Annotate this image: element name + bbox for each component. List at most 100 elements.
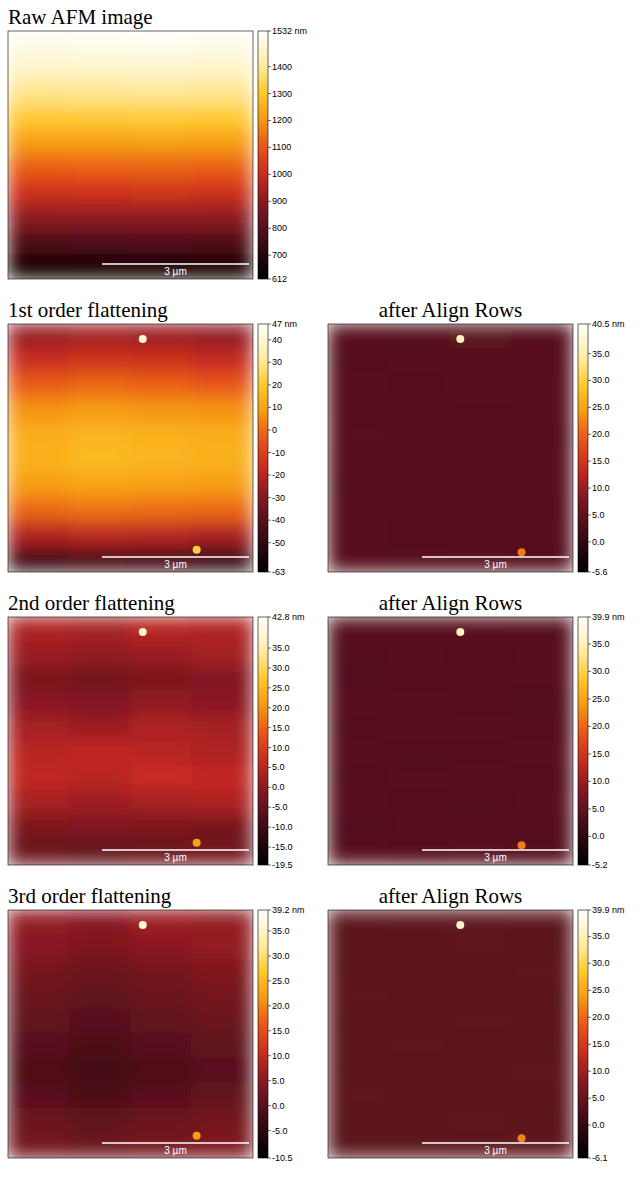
height-cell <box>69 984 131 1010</box>
height-cell <box>8 1083 70 1109</box>
height-cell <box>130 641 192 667</box>
color-bar-label: 15.0 <box>272 1026 290 1036</box>
particle <box>193 839 201 847</box>
color-bar-label: 30.0 <box>272 663 290 673</box>
height-cell <box>69 790 131 816</box>
color-bar-label: 35.0 <box>592 639 610 649</box>
height-cell <box>130 547 192 572</box>
color-bar-tick <box>588 753 591 754</box>
height-cell <box>328 472 390 498</box>
height-cell <box>511 448 573 474</box>
color-bar-label: 35.0 <box>592 931 610 941</box>
height-cell <box>130 179 192 205</box>
color-bar-tick <box>588 671 591 672</box>
height-cell <box>130 324 192 349</box>
height-cell <box>69 229 131 255</box>
color-bar-label: 5.0 <box>592 804 605 814</box>
color-bar-label: 39.9 nm <box>592 905 625 915</box>
height-cell <box>8 716 70 742</box>
color-bar-label: 1100 <box>272 142 291 152</box>
color-bar-label: 5.0 <box>592 510 605 520</box>
height-cell <box>511 666 573 692</box>
color-bar-label: 0.0 <box>592 1120 605 1130</box>
height-cell <box>450 641 512 667</box>
image-frame <box>328 910 573 1158</box>
height-cell <box>191 324 253 349</box>
height-cell <box>8 373 70 399</box>
color-bar-tick <box>588 781 591 782</box>
panel: after Align Rows3 µm39.9 nm35.030.025.02… <box>328 591 625 870</box>
height-cell <box>191 934 253 960</box>
height-cell <box>69 448 131 474</box>
height-cell <box>130 497 192 523</box>
height-cell <box>8 497 70 523</box>
height-cell <box>130 522 192 548</box>
height-cell <box>130 472 192 498</box>
height-cell <box>328 373 390 399</box>
height-cell <box>511 959 573 985</box>
height-cell <box>328 1133 390 1158</box>
image-frame <box>8 324 253 572</box>
height-cell <box>130 934 192 960</box>
scale-bar-label: 3 µm <box>164 559 186 570</box>
color-bar-label: -20 <box>272 470 285 480</box>
color-bar-label: 30.0 <box>592 666 610 676</box>
color-bar-tick <box>268 827 271 828</box>
color-bar-label: 20.0 <box>272 1001 290 1011</box>
color-bar-tick <box>268 910 271 911</box>
color-bar-tick <box>268 1105 271 1106</box>
color-bar-label: 35.0 <box>272 926 290 936</box>
height-cell <box>450 691 512 717</box>
color-bar-tick <box>268 384 271 385</box>
color-bar-label: -30 <box>272 493 285 503</box>
height-cell <box>8 1108 70 1134</box>
particle <box>193 546 201 554</box>
color-bar-tick <box>588 836 591 837</box>
height-cell <box>69 204 131 230</box>
height-cell <box>450 765 512 791</box>
height-cell <box>328 448 390 474</box>
height-cell <box>511 934 573 960</box>
height-cell <box>191 1058 253 1084</box>
image-frame <box>8 31 253 279</box>
color-bar-label: -50 <box>272 538 285 548</box>
height-cell <box>389 324 451 349</box>
color-bar-label: 10.0 <box>272 743 290 753</box>
height-cell <box>130 55 192 81</box>
height-cell <box>8 691 70 717</box>
height-cell <box>69 522 131 548</box>
color-bar-tick <box>268 228 271 229</box>
height-cell <box>69 348 131 374</box>
height-cell <box>450 373 512 399</box>
color-bar-label: -19.5 <box>272 860 293 870</box>
height-cell <box>191 472 253 498</box>
height-cell <box>8 547 70 572</box>
height-map <box>8 31 253 279</box>
particle <box>139 335 147 343</box>
height-cell <box>130 984 192 1010</box>
height-cell <box>191 204 253 230</box>
color-bar-tick <box>268 572 271 573</box>
scale-bar-label: 3 µm <box>164 852 186 863</box>
height-cell <box>511 373 573 399</box>
height-cell <box>8 80 70 106</box>
scale-bar-label: 3 µm <box>164 1145 186 1156</box>
height-cell <box>130 1058 192 1084</box>
color-bar-label: -5.2 <box>592 860 608 870</box>
panel: Raw AFM image3 µm1532 nm1400130012001100… <box>8 5 308 284</box>
height-cell <box>69 155 131 181</box>
height-cell <box>8 910 70 935</box>
panel-title: after Align Rows <box>379 884 522 908</box>
color-bar <box>578 910 588 1158</box>
color-bar-tick <box>268 787 271 788</box>
height-cell <box>389 373 451 399</box>
panel: after Align Rows3 µm40.5 nm35.030.025.02… <box>328 298 625 577</box>
color-bar <box>578 617 588 865</box>
color-bar-label: 15.0 <box>592 1039 610 1049</box>
color-bar-label: -10 <box>272 448 285 458</box>
image-area <box>8 31 253 279</box>
color-bar-label: 0 <box>272 425 277 435</box>
panel-title: Raw AFM image <box>8 5 153 29</box>
height-cell <box>69 547 131 572</box>
height-cell <box>130 155 192 181</box>
